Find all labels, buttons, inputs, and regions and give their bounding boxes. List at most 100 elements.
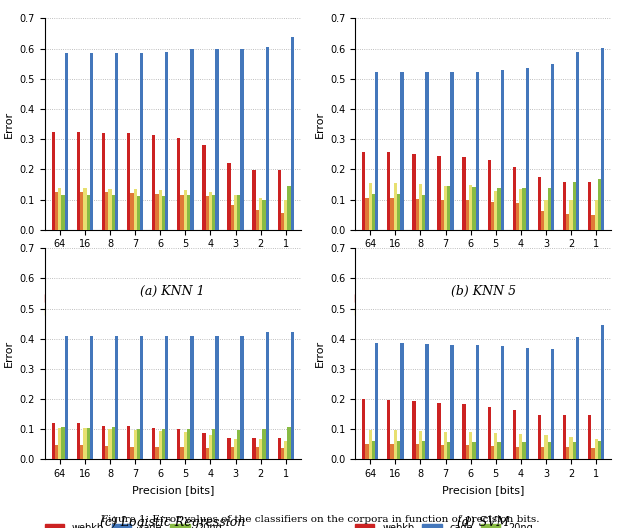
Bar bbox=[400, 343, 403, 459]
Bar bbox=[165, 336, 168, 459]
Bar bbox=[551, 349, 554, 459]
Bar bbox=[61, 427, 65, 459]
Bar bbox=[522, 188, 525, 230]
Bar bbox=[230, 447, 234, 459]
Bar bbox=[262, 429, 266, 459]
Bar bbox=[516, 203, 519, 230]
Bar bbox=[426, 72, 429, 230]
Bar bbox=[215, 49, 219, 230]
Bar bbox=[394, 183, 397, 230]
Bar bbox=[412, 401, 415, 459]
Bar bbox=[202, 145, 205, 230]
Text: (b) KNN 5: (b) KNN 5 bbox=[451, 285, 516, 298]
Bar bbox=[266, 46, 269, 230]
Bar bbox=[105, 192, 108, 230]
Bar bbox=[451, 72, 454, 230]
Bar bbox=[86, 428, 90, 459]
Bar bbox=[488, 408, 491, 459]
Bar bbox=[494, 433, 497, 459]
Bar bbox=[137, 195, 140, 230]
Bar bbox=[576, 337, 579, 459]
Bar bbox=[466, 445, 469, 459]
Bar bbox=[287, 427, 291, 459]
Bar bbox=[437, 156, 441, 230]
Bar bbox=[375, 72, 378, 230]
Bar bbox=[80, 445, 83, 459]
Bar bbox=[415, 199, 419, 230]
Bar bbox=[205, 448, 209, 459]
Bar bbox=[112, 427, 115, 459]
Bar bbox=[541, 211, 544, 230]
Bar bbox=[284, 441, 287, 459]
Bar bbox=[598, 441, 601, 459]
Bar bbox=[177, 429, 180, 459]
Bar bbox=[156, 447, 159, 459]
Bar bbox=[180, 447, 184, 459]
Bar bbox=[441, 445, 444, 459]
Bar bbox=[362, 399, 365, 459]
Bar bbox=[205, 196, 209, 230]
Bar bbox=[397, 194, 400, 230]
Bar bbox=[525, 68, 529, 230]
Bar bbox=[588, 414, 591, 459]
Bar bbox=[291, 332, 294, 459]
Bar bbox=[426, 344, 429, 459]
Text: (c) Logistic Regression: (c) Logistic Regression bbox=[100, 516, 245, 528]
Bar bbox=[162, 429, 165, 459]
Bar bbox=[52, 131, 55, 230]
Bar bbox=[58, 428, 61, 459]
Bar bbox=[266, 332, 269, 459]
Bar bbox=[419, 431, 422, 459]
Bar bbox=[159, 431, 162, 459]
Bar bbox=[202, 433, 205, 459]
Bar bbox=[80, 192, 83, 230]
Bar bbox=[55, 192, 58, 230]
Bar bbox=[281, 213, 284, 230]
Bar bbox=[90, 53, 93, 230]
Bar bbox=[513, 167, 516, 230]
Bar bbox=[469, 432, 472, 459]
Bar bbox=[419, 184, 422, 230]
Bar bbox=[131, 447, 134, 459]
Bar bbox=[437, 403, 441, 459]
Bar bbox=[55, 445, 58, 459]
Y-axis label: Error: Error bbox=[4, 340, 14, 367]
Bar bbox=[215, 336, 219, 459]
Bar bbox=[372, 194, 375, 230]
Bar bbox=[422, 441, 426, 459]
Bar bbox=[127, 133, 131, 230]
Bar bbox=[362, 152, 365, 230]
Text: (d) SVM: (d) SVM bbox=[457, 516, 509, 528]
Bar bbox=[127, 426, 131, 459]
Bar bbox=[86, 195, 90, 230]
Bar bbox=[519, 433, 522, 459]
Bar bbox=[451, 345, 454, 459]
Bar bbox=[476, 345, 479, 459]
Bar bbox=[573, 182, 576, 230]
Bar bbox=[180, 195, 184, 230]
Bar bbox=[137, 429, 140, 459]
Bar bbox=[77, 131, 80, 230]
Bar bbox=[234, 439, 237, 459]
Bar bbox=[259, 439, 262, 459]
Bar bbox=[447, 442, 451, 459]
Bar bbox=[227, 438, 230, 459]
Bar bbox=[387, 400, 390, 459]
Bar bbox=[234, 195, 237, 230]
Bar bbox=[291, 37, 294, 230]
Bar bbox=[140, 53, 143, 230]
Bar bbox=[112, 195, 115, 230]
Bar bbox=[278, 170, 281, 230]
Bar bbox=[102, 426, 105, 459]
Bar bbox=[601, 48, 604, 230]
Bar bbox=[497, 188, 500, 230]
Bar bbox=[601, 325, 604, 459]
Bar bbox=[152, 135, 156, 230]
Bar bbox=[253, 438, 256, 459]
Bar bbox=[538, 177, 541, 230]
Bar bbox=[162, 196, 165, 230]
Bar bbox=[83, 188, 86, 230]
Bar bbox=[83, 428, 86, 459]
Bar bbox=[237, 195, 241, 230]
Bar bbox=[159, 190, 162, 230]
